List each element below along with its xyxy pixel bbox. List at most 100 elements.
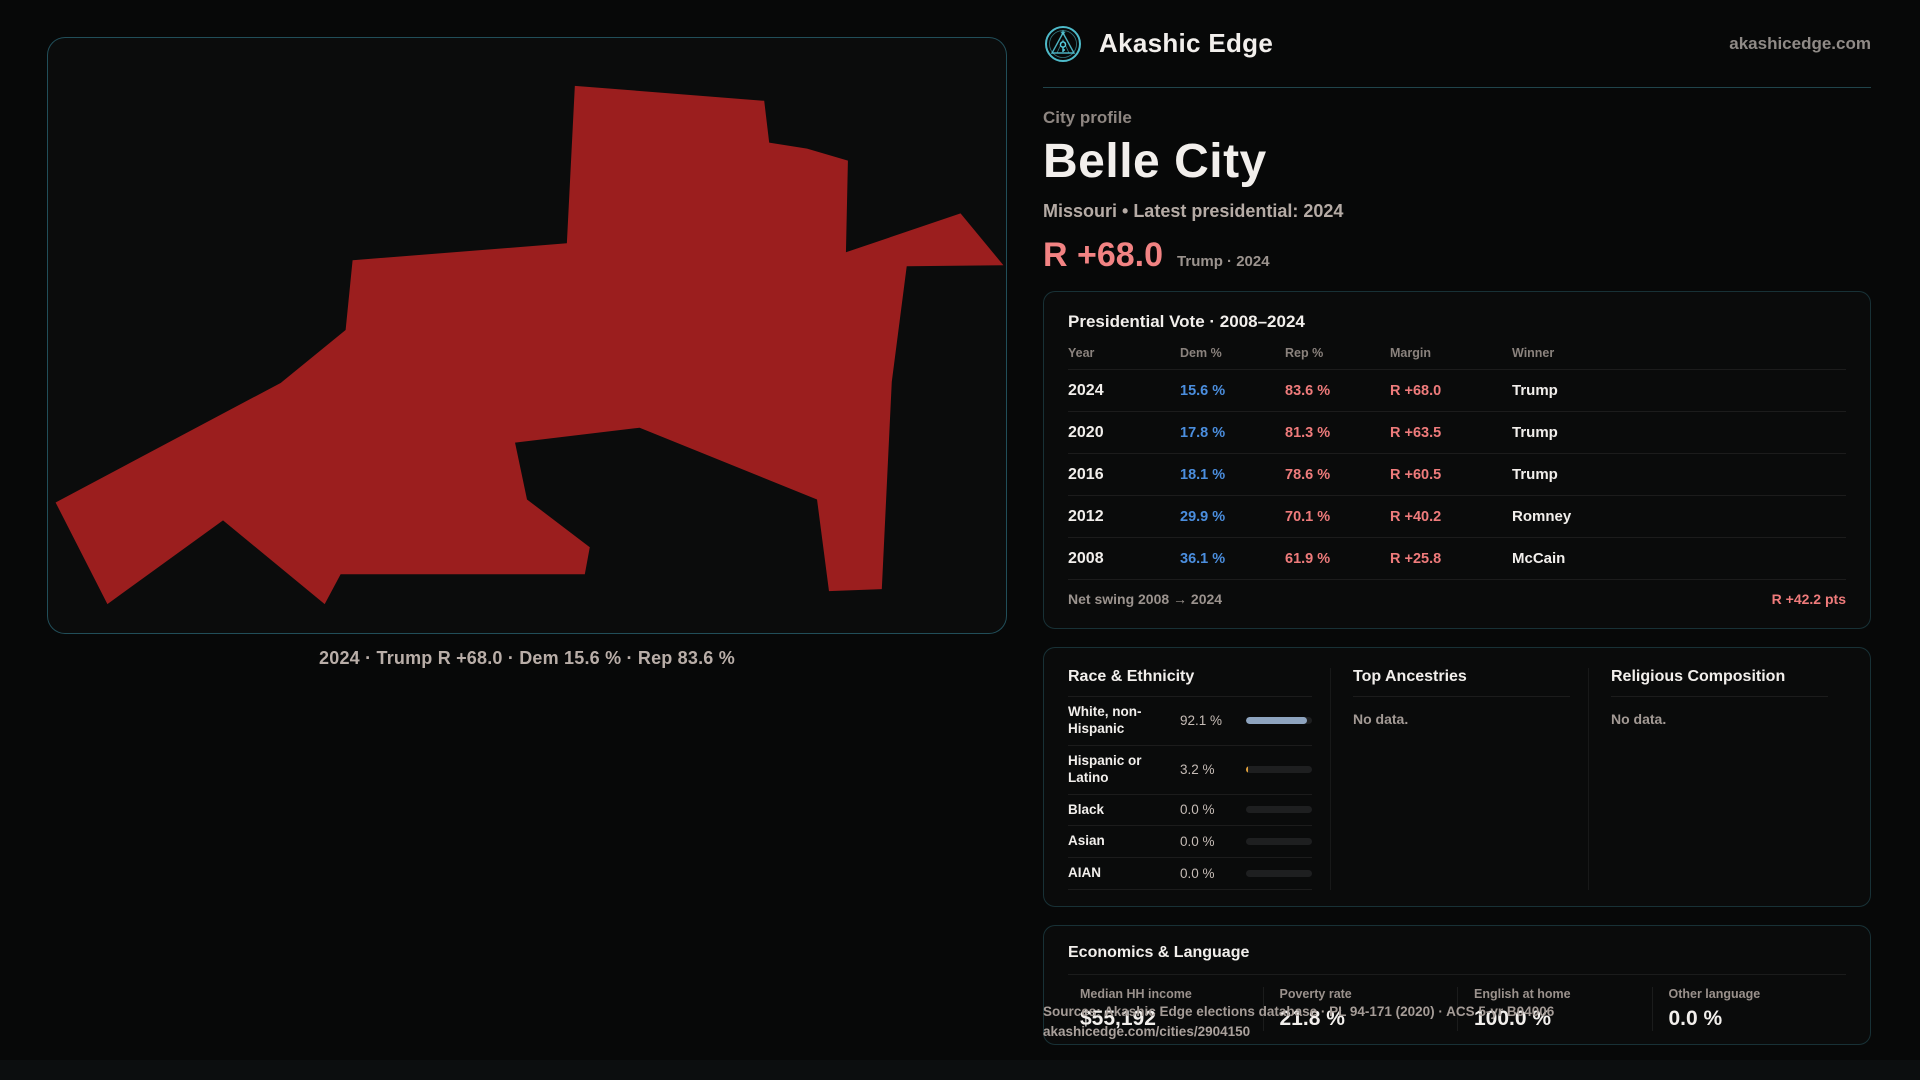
race-row: White, non-Hispanic 92.1 % <box>1068 697 1312 746</box>
col-header-rep: Rep % <box>1285 346 1324 360</box>
city-subtitle: Missouri • Latest presidential: 2024 <box>1043 201 1344 221</box>
row-dem-pct: 15.6 % <box>1180 382 1226 399</box>
city-title: Belle City <box>1043 135 1267 188</box>
race-label: Hispanic or Latino <box>1068 752 1142 785</box>
race-row: Black 0.0 % <box>1068 795 1312 827</box>
race-value: 0.0 % <box>1180 834 1215 850</box>
race-value: 0.0 % <box>1180 802 1215 818</box>
religious-composition-title: Religious Composition <box>1611 668 1828 697</box>
sources-line: Sources: Akashic Edge elections database… <box>1043 1004 1555 1019</box>
row-rep-pct: 61.9 % <box>1285 550 1331 567</box>
brand-name: Akashic Edge <box>1099 28 1274 58</box>
profile-column: Akashic Edge akashicedge.com City profil… <box>1043 0 1871 1045</box>
race-bar <box>1246 717 1312 725</box>
row-year: 2012 <box>1068 507 1104 525</box>
race-value: 0.0 % <box>1180 866 1215 882</box>
city-boundary-map <box>55 85 1004 605</box>
stat-label: English at home <box>1474 987 1571 1001</box>
row-year: 2016 <box>1068 465 1104 483</box>
vote-table-row: 2008 36.1 % 61.9 % R +25.8 McCain <box>1068 538 1846 580</box>
site-domain-link[interactable]: akashicedge.com <box>1729 33 1871 53</box>
race-bar <box>1246 806 1312 814</box>
race-row: Asian 0.0 % <box>1068 826 1312 859</box>
economics-card: Economics & Language Median HH income $5… <box>1043 925 1871 1045</box>
race-ethnicity-column: Race & Ethnicity White, non-Hispanic 92.… <box>1068 668 1330 891</box>
row-rep-pct: 78.6 % <box>1285 466 1331 483</box>
vote-card-title: Presidential Vote · 2008–2024 <box>1068 312 1305 331</box>
race-value: 3.2 % <box>1180 762 1215 778</box>
row-margin: R +40.2 <box>1390 508 1442 525</box>
net-swing-label: Net swing 2008 → 2024 <box>1068 591 1223 607</box>
headline-margin: R +68.0 <box>1043 236 1164 274</box>
race-label: Black <box>1068 801 1105 817</box>
city-map-panel <box>47 37 1007 634</box>
row-rep-pct: 70.1 % <box>1285 508 1331 525</box>
stat-median-income: Median HH income $55,192 <box>1068 987 1263 1031</box>
col-header-dem: Dem % <box>1180 346 1222 360</box>
col-header-margin: Margin <box>1390 346 1431 360</box>
map-caption: 2024 · Trump R +68.0 · Dem 15.6 % · Rep … <box>319 648 735 668</box>
row-dem-pct: 29.9 % <box>1180 508 1226 525</box>
net-swing-row: Net swing 2008 → 2024 R +42.2 pts <box>1068 591 1846 607</box>
religious-composition-column: Religious Composition No data. <box>1588 668 1846 891</box>
race-bar <box>1246 766 1312 774</box>
row-winner: McCain <box>1512 550 1566 567</box>
net-swing-value: R +42.2 pts <box>1771 591 1846 607</box>
race-label: White, non-Hispanic <box>1068 704 1142 736</box>
stat-value: $55,192 <box>1080 1007 1156 1030</box>
vote-table-row: 2020 17.8 % 81.3 % R +63.5 Trump <box>1068 412 1846 454</box>
economics-stats: Median HH income $55,192 Poverty rate 21… <box>1068 987 1846 1031</box>
row-margin: R +68.0 <box>1390 382 1442 399</box>
col-header-winner: Winner <box>1512 346 1555 360</box>
headline-margin-row: R +68.0 Trump · 2024 <box>1043 236 1871 275</box>
row-winner: Romney <box>1512 508 1572 525</box>
row-year: 2008 <box>1068 549 1104 567</box>
sources-url: akashicedge.com/cities/2904150 <box>1043 1024 1251 1039</box>
row-rep-pct: 83.6 % <box>1285 382 1331 399</box>
site-header: Akashic Edge akashicedge.com <box>1043 0 1871 88</box>
stat-label: Other language <box>1668 987 1761 1001</box>
race-row: AIAN 0.0 % <box>1068 858 1312 891</box>
akashic-edge-logo-icon[interactable] <box>1043 24 1083 64</box>
presidential-vote-card: Presidential Vote · 2008–2024 Year Dem %… <box>1043 291 1871 629</box>
vote-table-row: 2024 15.6 % 83.6 % R +68.0 Trump <box>1068 370 1846 412</box>
stat-poverty-rate: Poverty rate 21.8 % <box>1262 987 1458 1031</box>
demographics-card: Race & Ethnicity White, non-Hispanic 92.… <box>1043 647 1871 907</box>
stat-value: 100.0 % <box>1474 1007 1552 1030</box>
row-rep-pct: 81.3 % <box>1285 424 1331 441</box>
stat-label: Poverty rate <box>1279 987 1352 1001</box>
top-ancestries-title: Top Ancestries <box>1353 668 1570 697</box>
row-margin: R +63.5 <box>1390 424 1442 441</box>
ancestries-empty-state: No data. <box>1353 711 1409 727</box>
row-winner: Trump <box>1512 466 1558 483</box>
row-winner: Trump <box>1512 382 1558 399</box>
stat-other-language: Other language 0.0 % <box>1651 987 1847 1031</box>
vote-table-row: 2016 18.1 % 78.6 % R +60.5 Trump <box>1068 454 1846 496</box>
sources-footer: Sources: Akashic Edge elections database… <box>1043 1002 1554 1042</box>
stat-english-at-home: English at home 100.0 % <box>1457 987 1652 1031</box>
race-row: Hispanic or Latino 3.2 % <box>1068 746 1312 795</box>
stat-label: Median HH income <box>1080 987 1192 1001</box>
col-header-year: Year <box>1068 346 1095 360</box>
race-ethnicity-title: Race & Ethnicity <box>1068 668 1312 697</box>
race-bar <box>1246 870 1312 878</box>
page-eyebrow: City profile <box>1043 108 1132 127</box>
vote-table-row: 2012 29.9 % 70.1 % R +40.2 Romney <box>1068 496 1846 538</box>
row-dem-pct: 18.1 % <box>1180 466 1226 483</box>
row-dem-pct: 36.1 % <box>1180 550 1226 567</box>
vote-table-header: Year Dem % Rep % Margin Winner <box>1068 346 1846 370</box>
stat-value: 21.8 % <box>1279 1007 1345 1030</box>
top-ancestries-column: Top Ancestries No data. <box>1330 668 1588 891</box>
city-boundary-shape <box>55 85 1004 605</box>
race-bar <box>1246 838 1312 846</box>
brand-group[interactable]: Akashic Edge <box>1043 24 1273 64</box>
row-dem-pct: 17.8 % <box>1180 424 1226 441</box>
row-winner: Trump <box>1512 424 1558 441</box>
row-margin: R +60.5 <box>1390 466 1442 483</box>
row-margin: R +25.8 <box>1390 550 1442 567</box>
race-value: 92.1 % <box>1180 713 1223 729</box>
stat-value: 0.0 % <box>1668 1007 1723 1030</box>
race-label: Asian <box>1068 833 1105 849</box>
religion-empty-state: No data. <box>1611 711 1667 727</box>
row-year: 2020 <box>1068 423 1104 441</box>
